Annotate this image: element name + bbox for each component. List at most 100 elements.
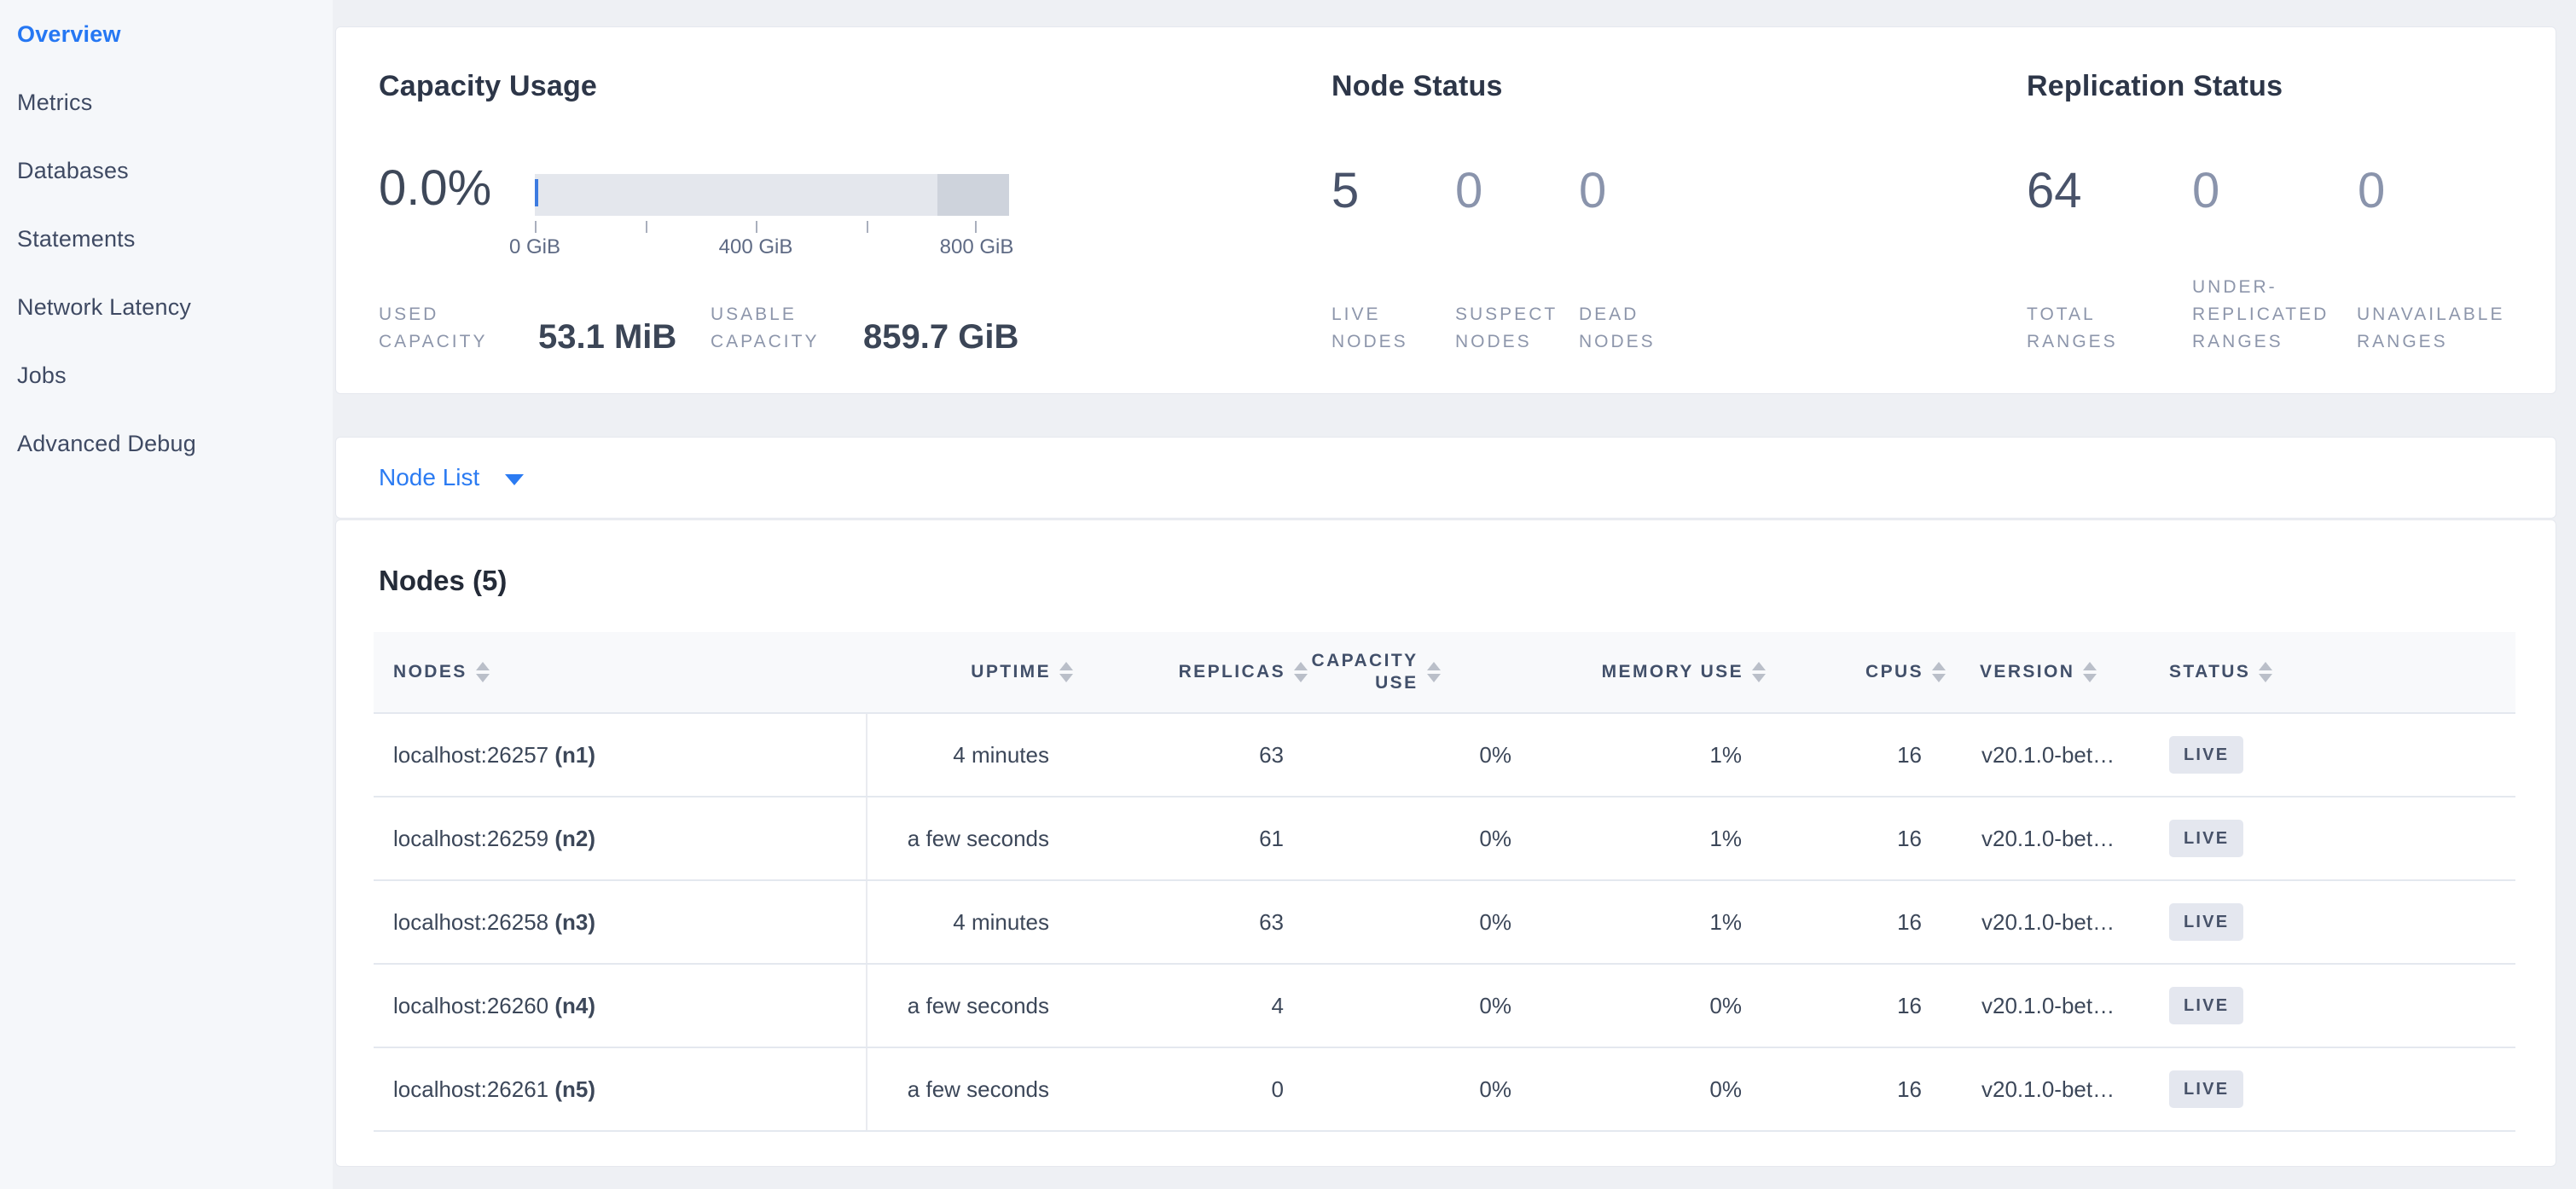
axis-label-800: 800 GiB <box>939 235 1014 258</box>
table-row[interactable]: localhost:26260 (n4) a few seconds 4 0% 0% 16… <box>374 965 2515 1048</box>
status-badge: LIVE <box>2169 1070 2244 1108</box>
cell-version: v20.1.0-bet… <box>1981 908 2115 935</box>
sort-icon <box>1294 662 1308 682</box>
sidebar-item-overview[interactable]: Overview <box>17 20 121 47</box>
cell-cpus: 16 <box>1897 992 1922 1018</box>
nodes-table: NODES UPTIME REPLICAS CAPACITY USE MEMOR… <box>374 632 2515 1132</box>
total-ranges-value: 64 <box>2027 163 2082 218</box>
cell-replicas: 63 <box>1259 908 1284 935</box>
cell-node: localhost:26257 (n1) <box>374 714 867 796</box>
column-label: REPLICAS <box>1178 662 1285 682</box>
sidebar-item-advanced-debug[interactable]: Advanced Debug <box>17 430 196 456</box>
column-header-status[interactable]: STATUS <box>2161 632 2515 712</box>
node-list-dropdown[interactable]: Node List <box>336 438 2556 518</box>
status-badge: LIVE <box>2169 820 2244 857</box>
cell-replicas: 63 <box>1259 741 1284 768</box>
node-list-dropdown-bar: Node List <box>335 437 2556 519</box>
cell-cpus: 16 <box>1897 825 1922 851</box>
capacity-axis-ticks <box>535 221 977 233</box>
cell-capacity-use: 0% <box>1479 741 1511 768</box>
sidebar-item-network-latency[interactable]: Network Latency <box>17 293 192 320</box>
column-label: CAPACITY USE <box>1311 651 1419 693</box>
column-label: MEMORY USE <box>1601 662 1743 682</box>
column-label: NODES <box>393 662 467 682</box>
sort-icon <box>1059 662 1073 682</box>
axis-label-400: 400 GiB <box>718 235 793 258</box>
node-id: (n3) <box>554 908 596 935</box>
column-label: CPUS <box>1865 662 1923 682</box>
cell-cpus: 16 <box>1897 1076 1922 1102</box>
node-id: (n5) <box>554 1076 596 1102</box>
cluster-summary-panel: Capacity Usage 0.0% 0 GiB 400 GiB 800 Gi… <box>335 26 2556 394</box>
sort-icon <box>2259 662 2273 682</box>
sort-icon <box>2083 662 2097 682</box>
status-badge: LIVE <box>2169 903 2244 941</box>
nodes-table-panel: Nodes (5) NODES UPTIME REPLICAS CAPACITY… <box>335 519 2556 1167</box>
column-header-uptime[interactable]: UPTIME <box>867 632 1075 712</box>
cell-node: localhost:26258 (n3) <box>374 881 867 963</box>
dead-nodes-label: DEAD NODES <box>1579 304 1656 351</box>
column-label: UPTIME <box>971 662 1051 682</box>
total-ranges-label: TOTAL RANGES <box>2027 304 2118 351</box>
column-label: STATUS <box>2169 662 2251 682</box>
suspect-nodes-label: SUSPECT NODES <box>1455 304 1558 351</box>
usable-capacity-label: USABLE CAPACITY <box>711 304 820 351</box>
node-id: (n2) <box>554 825 596 851</box>
replication-status-title: Replication Status <box>2027 70 2283 102</box>
cell-uptime: 4 minutes <box>953 741 1049 768</box>
capacity-used-marker <box>535 179 538 206</box>
column-header-version[interactable]: VERSION <box>1947 632 2161 712</box>
dead-nodes-value: 0 <box>1579 163 1607 218</box>
node-id: (n1) <box>554 741 596 768</box>
status-badge: LIVE <box>2169 987 2244 1024</box>
column-header-cpus[interactable]: CPUS <box>1767 632 1947 712</box>
column-header-capacity-use[interactable]: CAPACITY USE <box>1309 632 1537 712</box>
node-status-title: Node Status <box>1332 70 1503 102</box>
nodes-table-heading: Nodes (5) <box>379 565 508 596</box>
used-capacity-value: 53.1 MiB <box>538 318 677 356</box>
cell-version: v20.1.0-bet… <box>1981 741 2115 768</box>
suspect-nodes-value: 0 <box>1455 163 1483 218</box>
table-row[interactable]: localhost:26258 (n3) 4 minutes 63 0% 1% 16 v20… <box>374 881 2515 965</box>
cell-cpus: 16 <box>1897 741 1922 768</box>
cell-cpus: 16 <box>1897 908 1922 935</box>
cell-uptime: a few seconds <box>907 825 1049 851</box>
cell-uptime: a few seconds <box>907 1076 1049 1102</box>
column-header-memory-use[interactable]: MEMORY USE <box>1537 632 1767 712</box>
sidebar-item-statements[interactable]: Statements <box>17 225 136 252</box>
cell-memory-use: 1% <box>1709 908 1742 935</box>
cell-memory-use: 1% <box>1709 741 1742 768</box>
nodes-table-header: NODES UPTIME REPLICAS CAPACITY USE MEMOR… <box>374 632 2515 714</box>
column-header-nodes[interactable]: NODES <box>374 632 867 712</box>
node-list-label: Node List <box>379 464 480 490</box>
sort-icon <box>1752 662 1766 682</box>
table-row[interactable]: localhost:26261 (n5) a few seconds 0 0% 0% 16… <box>374 1048 2515 1132</box>
cell-status: LIVE <box>2161 1048 2515 1130</box>
capacity-used-percent: 0.0% <box>379 160 492 216</box>
cell-node: localhost:26261 (n5) <box>374 1048 867 1130</box>
cell-capacity-use: 0% <box>1479 908 1511 935</box>
sidebar-item-jobs[interactable]: Jobs <box>17 362 67 388</box>
cell-uptime: a few seconds <box>907 992 1049 1018</box>
table-row[interactable]: localhost:26257 (n1) 4 minutes 63 0% 1% 16 v20… <box>374 714 2515 798</box>
column-header-replicas[interactable]: REPLICAS <box>1075 632 1309 712</box>
live-nodes-label: LIVE NODES <box>1332 304 1408 351</box>
capacity-usage-title: Capacity Usage <box>379 70 598 102</box>
cell-status: LIVE <box>2161 714 2515 796</box>
cell-memory-use: 0% <box>1709 1076 1742 1102</box>
table-row[interactable]: localhost:26259 (n2) a few seconds 61 0% 1% 1… <box>374 798 2515 881</box>
live-nodes-value: 5 <box>1332 163 1360 218</box>
cell-capacity-use: 0% <box>1479 825 1511 851</box>
cell-status: LIVE <box>2161 881 2515 963</box>
cell-version: v20.1.0-bet… <box>1981 825 2115 851</box>
cell-memory-use: 0% <box>1709 992 1742 1018</box>
cell-memory-use: 1% <box>1709 825 1742 851</box>
cell-replicas: 4 <box>1271 992 1284 1018</box>
usable-capacity-value: 859.7 GiB <box>863 318 1019 356</box>
sidebar-item-databases[interactable]: Databases <box>17 157 129 183</box>
cell-capacity-use: 0% <box>1479 1076 1511 1102</box>
sidebar: Overview Metrics Databases Statements Ne… <box>0 0 333 1189</box>
sidebar-item-metrics[interactable]: Metrics <box>17 89 93 115</box>
unavailable-ranges-label: UNAVAILABLE RANGES <box>2357 304 2505 351</box>
sort-icon <box>1932 662 1946 682</box>
